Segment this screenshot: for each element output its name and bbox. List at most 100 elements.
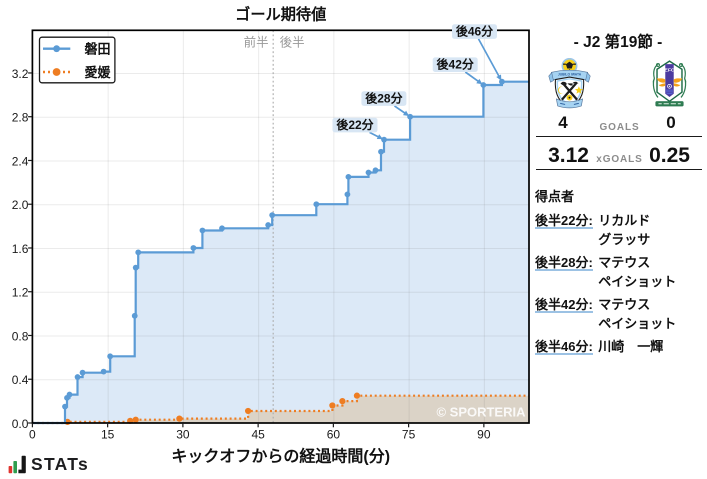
bottom-banner xyxy=(655,101,684,107)
home-xg-area xyxy=(32,81,530,423)
xgoals-row: 3.12 xGOALS 0.25 xyxy=(532,145,707,169)
home-series-marker xyxy=(499,78,505,85)
scorer-time: 後半22分: xyxy=(535,213,593,229)
y-tick-label: 2.0 xyxy=(12,198,29,212)
goal-annotation: 後28分 xyxy=(361,91,410,117)
y-tick-label: 1.2 xyxy=(12,286,29,300)
phoenix-wing-left xyxy=(656,78,666,87)
vine-curl xyxy=(679,62,684,68)
away-series-marker xyxy=(329,402,336,409)
vine-leaf xyxy=(652,78,655,83)
y-tick-label: 1.6 xyxy=(12,242,29,256)
crescent-moon xyxy=(557,86,563,95)
ball-pattern xyxy=(565,61,574,69)
annotation-arrowhead xyxy=(376,134,383,140)
x-tick-label: 60 xyxy=(327,428,341,442)
y-tick-label: 0.4 xyxy=(12,373,29,387)
scorer-time: 後半46分: xyxy=(535,339,593,355)
small-ball-dot xyxy=(568,96,571,99)
annotation-arrowhead xyxy=(496,74,502,81)
scorer-row: 後半46分: 川崎 一輝 xyxy=(535,337,707,356)
first-half-label: 前半 xyxy=(244,35,269,50)
y-tick-label: 2.4 xyxy=(12,154,29,168)
scorer-row: 後半22分: リカルド グラッサ xyxy=(535,211,707,250)
scorer-row: 後半42分: マテウス ペイショット xyxy=(535,295,707,334)
band-emblem xyxy=(667,83,672,89)
bar-chart-icon xyxy=(8,455,26,474)
xgoals-label: xGOALS xyxy=(596,154,643,165)
home-series-marker xyxy=(74,374,81,380)
banner-text: JUBILO IWATA xyxy=(558,73,582,77)
home-series-marker xyxy=(313,201,320,208)
phoenix-wing-right xyxy=(673,78,683,87)
match-title: - J2 第19節 - xyxy=(573,33,663,51)
home-series-marker xyxy=(265,222,272,228)
home-series-marker xyxy=(365,169,372,176)
home-series-marker xyxy=(345,173,352,180)
x-tick-label: 90 xyxy=(477,428,491,442)
efc-text: EFC xyxy=(665,68,675,74)
away-team-logo: EFC xyxy=(652,60,687,107)
annotation-arrow xyxy=(393,105,407,115)
brand-text: STATs xyxy=(31,454,90,474)
home-series-marker xyxy=(378,148,384,155)
scorer-row: 後半28分: マテウス ペイショット xyxy=(535,253,707,292)
x-tick-label: 75 xyxy=(402,428,416,442)
legend-sample-marker xyxy=(52,68,61,76)
home-series-marker xyxy=(132,264,139,271)
scorer-name: 川崎 一輝 xyxy=(598,339,664,354)
y-tick-label: 2.8 xyxy=(12,111,29,125)
home-team-logo: JUBILO IWATA xyxy=(548,58,591,109)
plot-frame xyxy=(31,29,530,424)
home-series-marker xyxy=(66,391,73,398)
y-tick-label: 0.0 xyxy=(12,417,29,431)
home-series-marker xyxy=(372,167,379,174)
scorer-name: リカルド グラッサ xyxy=(598,213,651,248)
center-band xyxy=(665,64,674,98)
vine-left xyxy=(652,63,659,98)
home-series-marker xyxy=(199,227,206,234)
home-series-marker xyxy=(62,403,68,410)
away-series-marker xyxy=(132,416,139,423)
annotation-box xyxy=(432,57,478,72)
goal-annotation: 後22分 xyxy=(332,117,383,140)
divider xyxy=(536,136,702,137)
scorer-name: マテウス ペイショット xyxy=(598,297,677,332)
scorers-title: 得点者 xyxy=(535,189,575,204)
annotation-arrow xyxy=(477,38,501,78)
goal-annotation: 後42分 xyxy=(432,57,483,85)
bottom-ribbon xyxy=(555,98,584,109)
annotation-box xyxy=(332,117,378,133)
away-xg-area xyxy=(32,395,530,423)
x-tick-label: 15 xyxy=(101,428,115,442)
goals-row: 4 GOALS 0 xyxy=(532,113,707,135)
legend-sample-marker xyxy=(53,45,60,53)
annotation-arrow xyxy=(464,71,480,83)
annotation-arrowhead xyxy=(402,110,410,117)
home-series-marker xyxy=(269,212,276,219)
annotation-label: 後28分 xyxy=(365,91,402,106)
annotation-arrow xyxy=(369,131,380,139)
banner-tail xyxy=(548,71,591,83)
legend-label: 磐田 xyxy=(85,42,111,57)
home-series-marker xyxy=(219,225,225,232)
away-series-marker xyxy=(353,392,361,399)
home-series-marker xyxy=(107,353,114,360)
home-series-marker xyxy=(135,249,142,256)
home-series-marker xyxy=(100,368,107,375)
axis-ticks xyxy=(28,72,485,428)
vine-right xyxy=(680,63,687,98)
home-series xyxy=(32,78,529,425)
sporteria-watermark: © SPORTERIA xyxy=(436,405,526,420)
home-series-marker xyxy=(190,245,197,251)
annotation-label: 後42分 xyxy=(437,57,474,72)
away-series-marker xyxy=(176,415,183,422)
home-series-marker xyxy=(131,312,138,319)
home-xgoals: 3.12 xyxy=(548,144,589,167)
bird-right xyxy=(567,81,579,86)
home-series-marker xyxy=(79,369,86,376)
annotation-box xyxy=(361,91,407,106)
